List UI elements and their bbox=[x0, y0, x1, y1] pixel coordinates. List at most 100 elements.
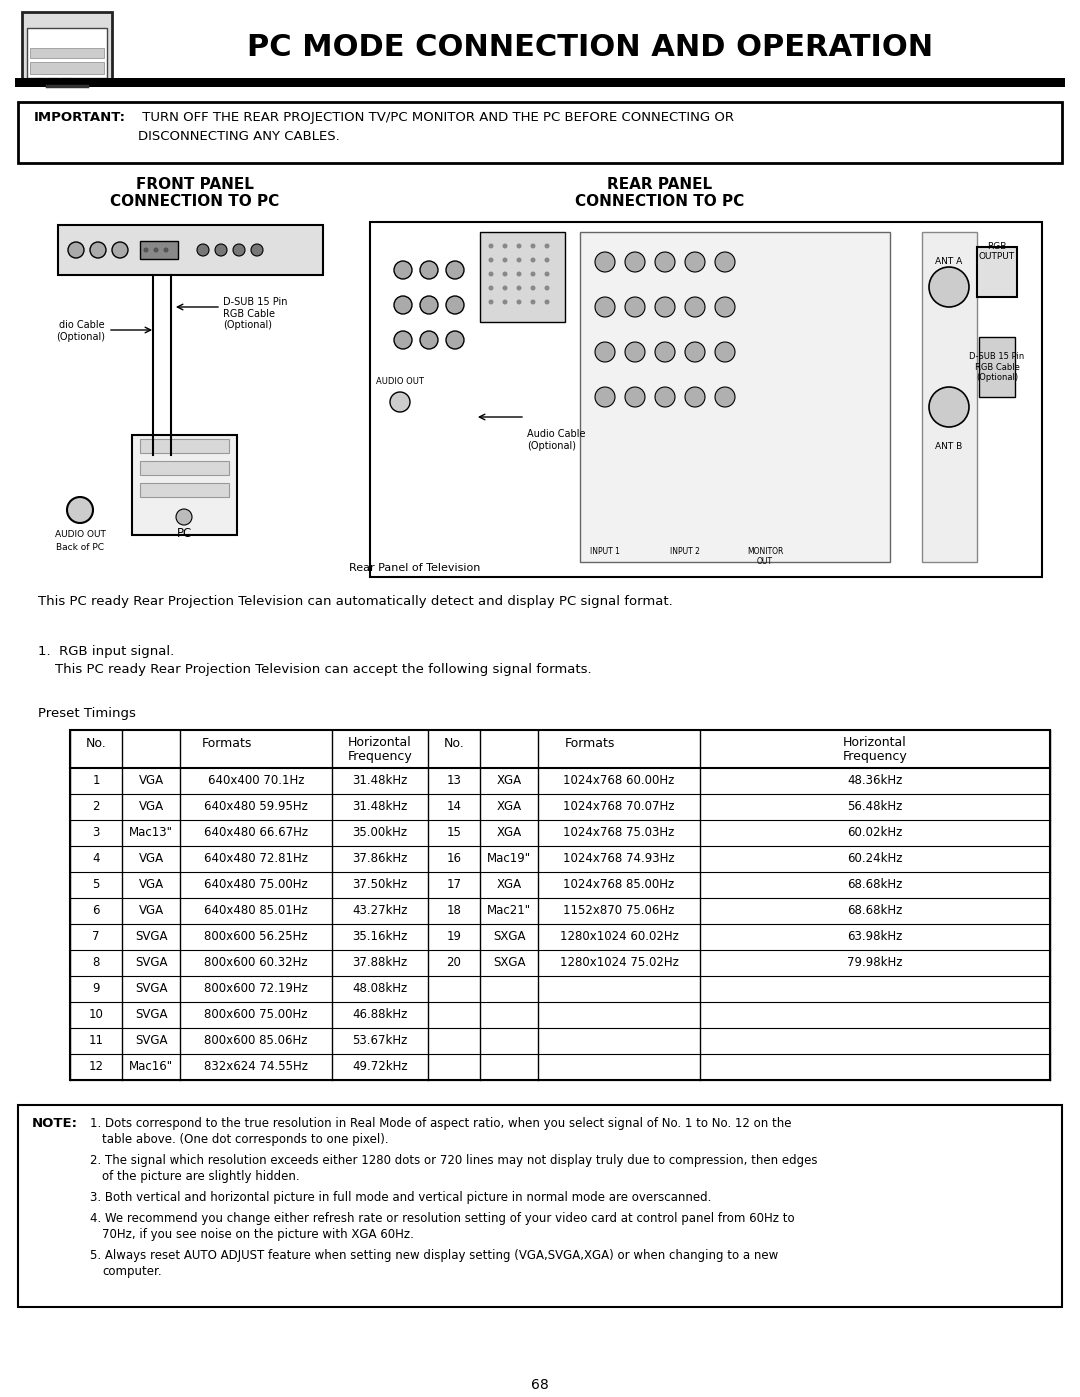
Text: AUDIO OUT: AUDIO OUT bbox=[376, 377, 424, 386]
Text: VGA: VGA bbox=[138, 877, 163, 891]
Circle shape bbox=[595, 342, 615, 362]
Text: 11: 11 bbox=[89, 1034, 104, 1046]
Circle shape bbox=[654, 342, 675, 362]
Circle shape bbox=[215, 244, 227, 256]
Text: 68: 68 bbox=[531, 1377, 549, 1391]
Circle shape bbox=[197, 244, 210, 256]
Circle shape bbox=[929, 267, 969, 307]
Text: XGA: XGA bbox=[497, 877, 522, 891]
Text: Preset Timings: Preset Timings bbox=[38, 707, 136, 719]
Circle shape bbox=[68, 242, 84, 258]
Circle shape bbox=[516, 257, 522, 263]
Text: Formats: Formats bbox=[202, 738, 253, 750]
Text: VGA: VGA bbox=[138, 774, 163, 787]
Text: 832x624 74.55Hz: 832x624 74.55Hz bbox=[204, 1060, 308, 1073]
Circle shape bbox=[251, 244, 264, 256]
Circle shape bbox=[625, 387, 645, 407]
FancyBboxPatch shape bbox=[30, 61, 104, 74]
Text: 35.16kHz: 35.16kHz bbox=[352, 930, 407, 943]
Circle shape bbox=[90, 242, 106, 258]
Text: table above. (One dot corresponds to one pixel).: table above. (One dot corresponds to one… bbox=[102, 1133, 389, 1146]
Text: INPUT 2: INPUT 2 bbox=[670, 548, 700, 556]
Circle shape bbox=[176, 509, 192, 525]
Text: 5: 5 bbox=[92, 877, 99, 891]
Circle shape bbox=[530, 243, 536, 249]
FancyBboxPatch shape bbox=[480, 232, 565, 321]
Text: D-SUB 15 Pin
RGB Cable
(Optional): D-SUB 15 Pin RGB Cable (Optional) bbox=[970, 352, 1025, 381]
Text: VGA: VGA bbox=[138, 904, 163, 916]
Text: SVGA: SVGA bbox=[135, 956, 167, 970]
Text: 1024x768 60.00Hz: 1024x768 60.00Hz bbox=[564, 774, 675, 787]
Text: 4: 4 bbox=[92, 852, 99, 865]
FancyBboxPatch shape bbox=[30, 47, 104, 59]
Text: 8: 8 bbox=[92, 956, 99, 970]
Text: VGA: VGA bbox=[138, 852, 163, 865]
Text: This PC ready Rear Projection Television can automatically detect and display PC: This PC ready Rear Projection Television… bbox=[38, 595, 673, 608]
Text: 53.67kHz: 53.67kHz bbox=[352, 1034, 407, 1046]
Text: MONITOR
OUT: MONITOR OUT bbox=[746, 548, 783, 566]
FancyBboxPatch shape bbox=[922, 232, 977, 562]
Circle shape bbox=[685, 298, 705, 317]
Circle shape bbox=[595, 251, 615, 272]
Circle shape bbox=[715, 298, 735, 317]
Text: 640x480 59.95Hz: 640x480 59.95Hz bbox=[204, 800, 308, 813]
Text: of the picture are slightly hidden.: of the picture are slightly hidden. bbox=[102, 1171, 299, 1183]
Circle shape bbox=[420, 261, 438, 279]
Circle shape bbox=[446, 296, 464, 314]
FancyBboxPatch shape bbox=[48, 78, 57, 84]
Circle shape bbox=[166, 450, 176, 460]
Circle shape bbox=[544, 285, 550, 291]
Text: 63.98kHz: 63.98kHz bbox=[848, 930, 903, 943]
Text: Frequency: Frequency bbox=[348, 750, 413, 763]
Text: VGA: VGA bbox=[138, 800, 163, 813]
Text: 800x600 85.06Hz: 800x600 85.06Hz bbox=[204, 1034, 308, 1046]
Text: DISCONNECTING ANY CABLES.: DISCONNECTING ANY CABLES. bbox=[138, 130, 340, 142]
FancyBboxPatch shape bbox=[18, 102, 1062, 163]
Circle shape bbox=[530, 257, 536, 263]
Circle shape bbox=[544, 271, 550, 277]
Text: 12: 12 bbox=[89, 1060, 104, 1073]
Text: 2: 2 bbox=[92, 800, 99, 813]
Text: 7: 7 bbox=[92, 930, 99, 943]
Circle shape bbox=[530, 271, 536, 277]
Text: No.: No. bbox=[444, 738, 464, 750]
Text: 70Hz, if you see noise on the picture with XGA 60Hz.: 70Hz, if you see noise on the picture wi… bbox=[102, 1228, 414, 1241]
Text: Audio Cable
(Optional): Audio Cable (Optional) bbox=[527, 429, 585, 451]
Circle shape bbox=[685, 342, 705, 362]
Text: 640x400 70.1Hz: 640x400 70.1Hz bbox=[207, 774, 305, 787]
Text: ANT B: ANT B bbox=[935, 441, 962, 451]
Text: SVGA: SVGA bbox=[135, 1009, 167, 1021]
Text: Mac16": Mac16" bbox=[129, 1060, 173, 1073]
Text: 1. Dots correspond to the true resolution in Real Mode of aspect ratio, when you: 1. Dots correspond to the true resolutio… bbox=[90, 1118, 792, 1130]
Text: 800x600 75.00Hz: 800x600 75.00Hz bbox=[204, 1009, 308, 1021]
Text: NOTE:: NOTE: bbox=[32, 1118, 78, 1130]
Text: Horizontal: Horizontal bbox=[843, 736, 907, 749]
FancyBboxPatch shape bbox=[58, 225, 323, 275]
Text: 20: 20 bbox=[446, 956, 461, 970]
Circle shape bbox=[446, 331, 464, 349]
Circle shape bbox=[394, 261, 411, 279]
Text: IMPORTANT:: IMPORTANT: bbox=[33, 110, 126, 124]
FancyBboxPatch shape bbox=[370, 222, 1042, 577]
Text: 13: 13 bbox=[446, 774, 461, 787]
Text: CONNECTION TO PC: CONNECTION TO PC bbox=[576, 194, 744, 210]
Text: 1280x1024 60.02Hz: 1280x1024 60.02Hz bbox=[559, 930, 678, 943]
Circle shape bbox=[929, 387, 969, 427]
Text: 17: 17 bbox=[446, 877, 461, 891]
Text: 3: 3 bbox=[92, 826, 99, 840]
Circle shape bbox=[530, 285, 536, 291]
Circle shape bbox=[163, 247, 168, 253]
Text: Horizontal: Horizontal bbox=[348, 736, 411, 749]
Circle shape bbox=[233, 244, 245, 256]
Circle shape bbox=[544, 257, 550, 263]
Circle shape bbox=[502, 243, 508, 249]
Text: SVGA: SVGA bbox=[135, 930, 167, 943]
Text: No.: No. bbox=[85, 738, 106, 750]
Text: SXGA: SXGA bbox=[492, 956, 525, 970]
Text: 14: 14 bbox=[446, 800, 461, 813]
Text: ANT A: ANT A bbox=[935, 257, 962, 265]
Text: 2. The signal which resolution exceeds either 1280 dots or 720 lines may not dis: 2. The signal which resolution exceeds e… bbox=[90, 1154, 818, 1166]
Text: SXGA: SXGA bbox=[492, 930, 525, 943]
Text: Mac21": Mac21" bbox=[487, 904, 531, 916]
Circle shape bbox=[67, 497, 93, 522]
